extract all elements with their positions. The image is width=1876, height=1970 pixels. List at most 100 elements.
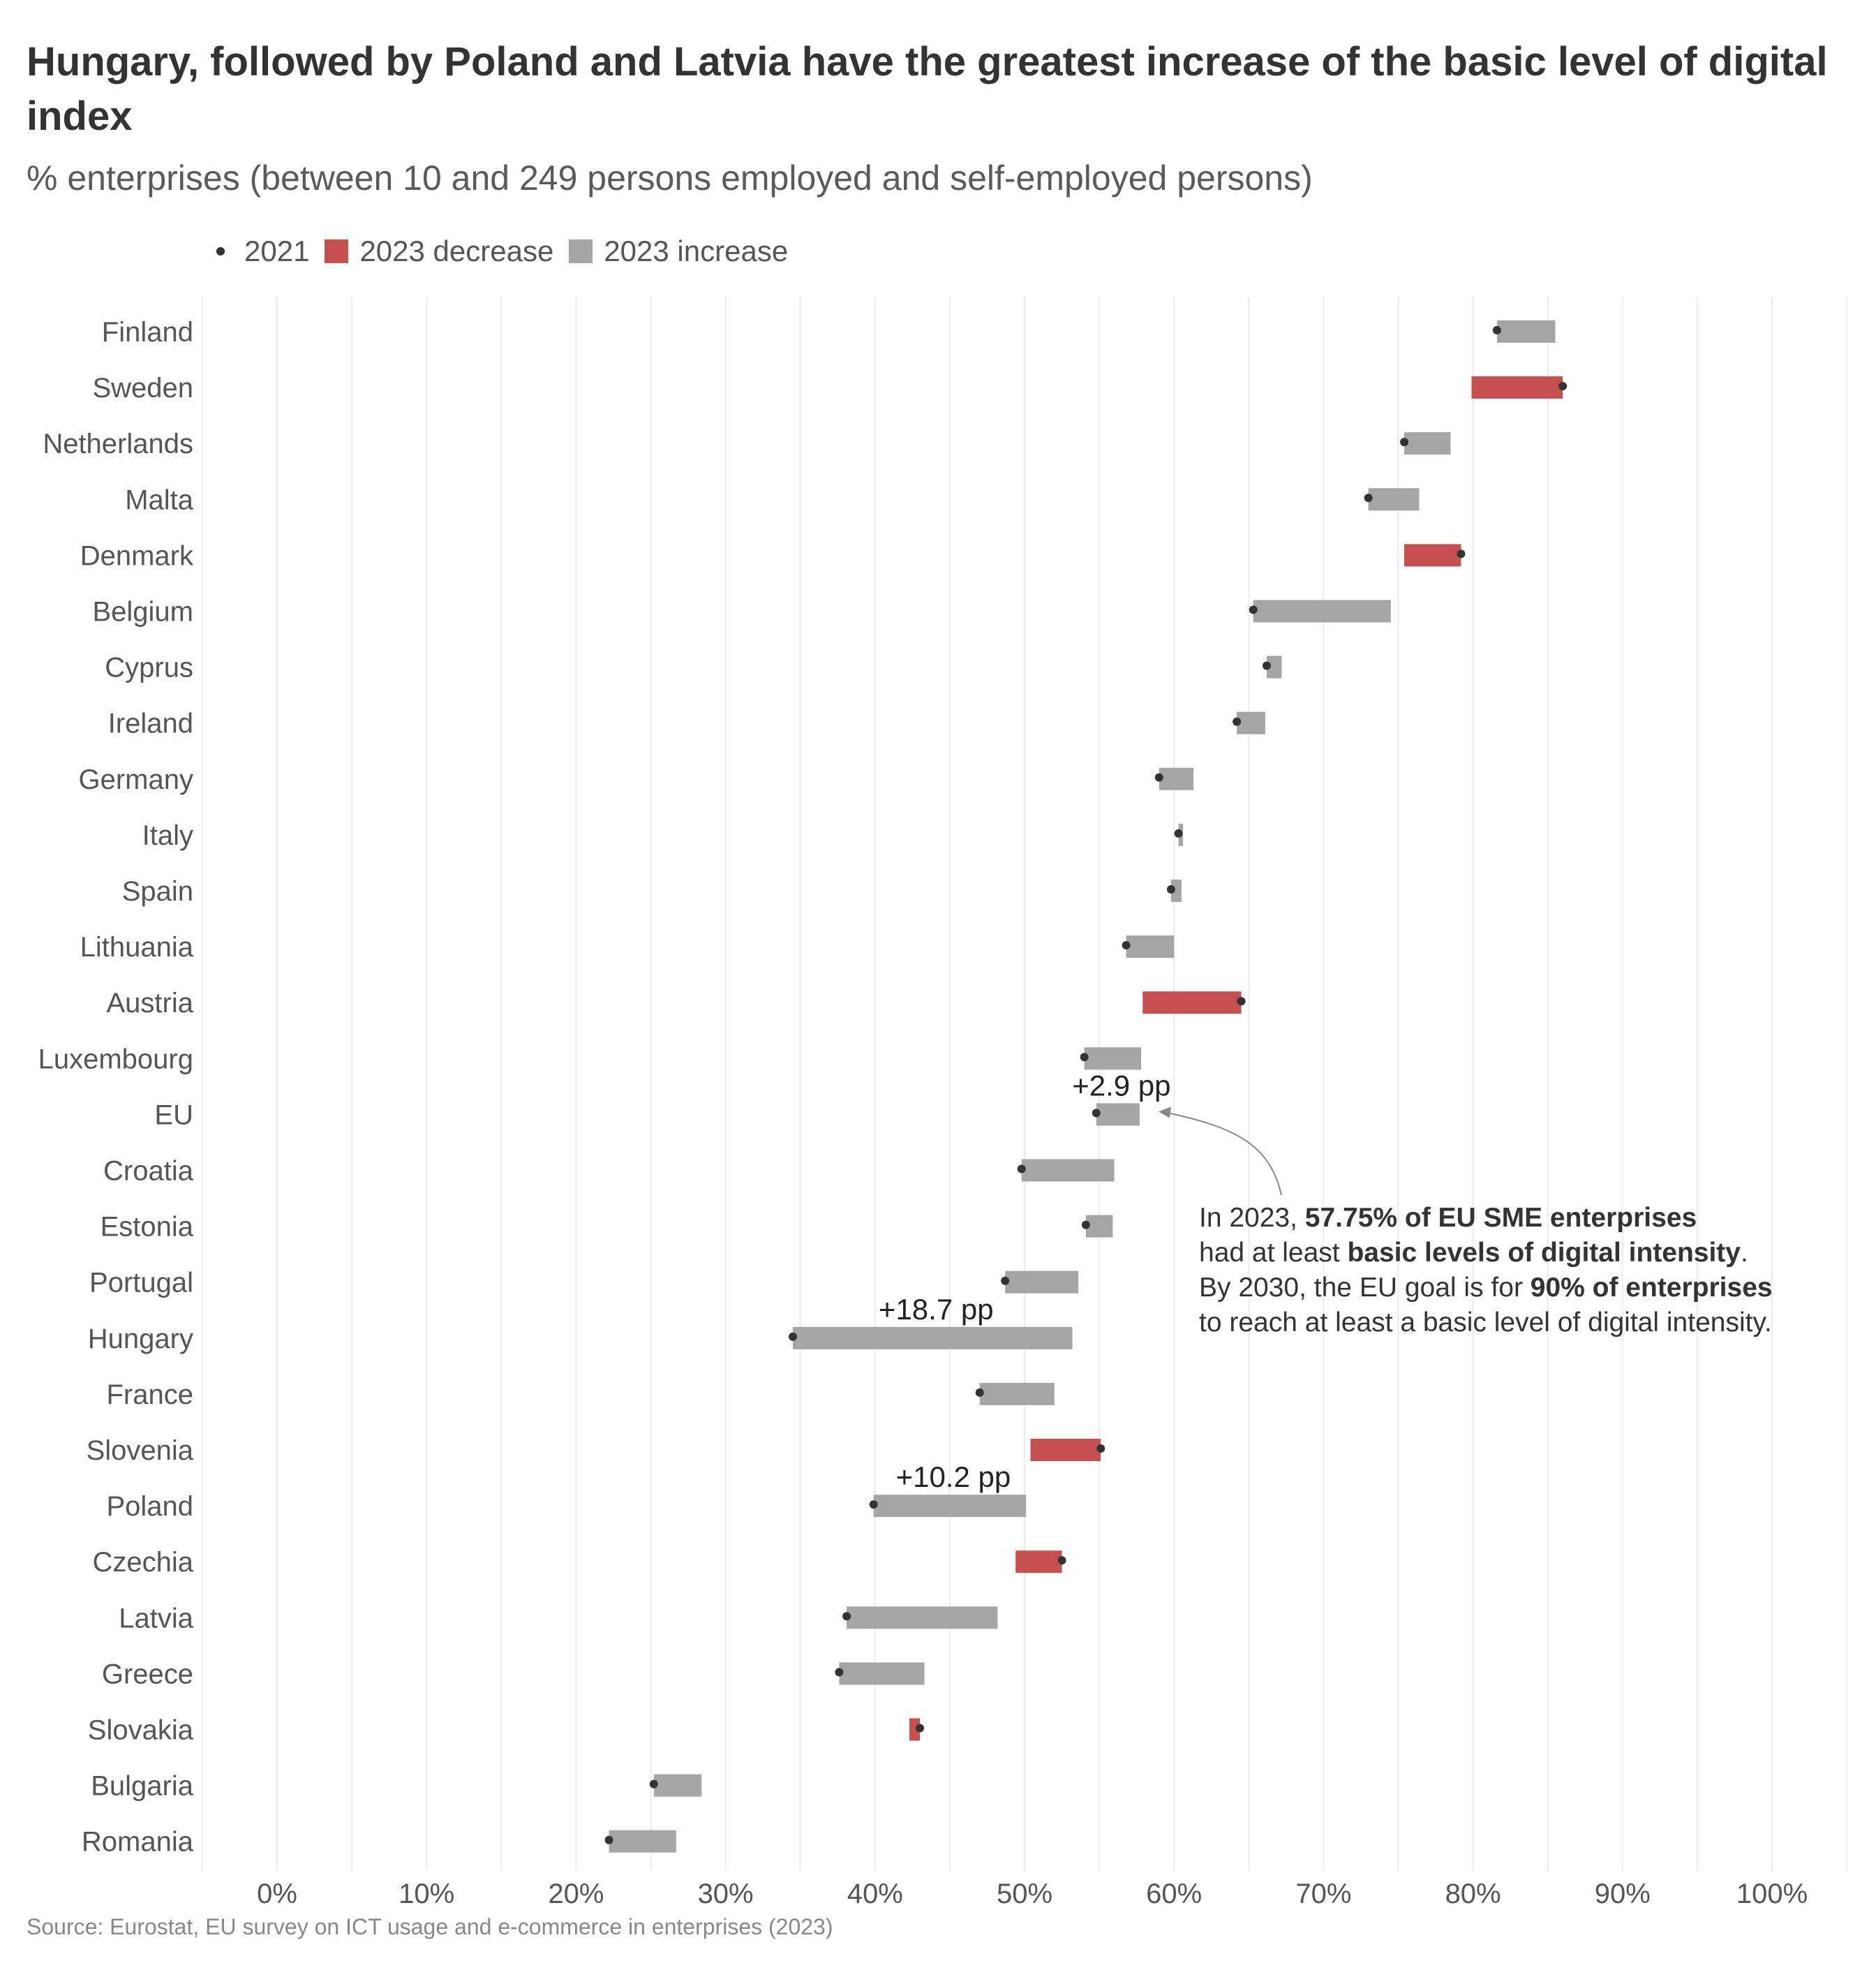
bar-slovakia: [909, 1718, 921, 1741]
category-label: Lithuania: [80, 932, 194, 963]
bar-finland: [1496, 320, 1556, 343]
bar-portugal: [1005, 1271, 1079, 1294]
dot-layer: [604, 326, 1568, 1844]
bar-luxembourg: [1084, 1047, 1142, 1070]
dot-2021-romania: [604, 1835, 613, 1844]
dot-2021-spain: [1166, 885, 1175, 894]
bar-germany: [1159, 767, 1194, 790]
category-label: Slovenia: [87, 1435, 194, 1466]
annotation-layer: +2.9 pp +18.7 pp +10.2 pp: [879, 1069, 1282, 1493]
x-tick-label: 10%: [399, 1879, 454, 1909]
dot-2021-croatia: [1017, 1164, 1026, 1173]
category-label: France: [107, 1379, 194, 1410]
category-label: Austria: [107, 988, 194, 1019]
category-label: Poland: [106, 1491, 193, 1522]
annotation-label: +18.7 pp: [879, 1293, 994, 1326]
bar-cyprus: [1267, 656, 1282, 679]
dot-2021-eu: [1092, 1109, 1101, 1118]
dot-2021-belgium: [1249, 605, 1258, 614]
dot-2021-greece: [835, 1668, 844, 1677]
bar-spain: [1170, 880, 1182, 902]
bar-czechia: [1015, 1550, 1062, 1573]
category-label: Ireland: [108, 709, 193, 739]
bar-romania: [609, 1830, 676, 1853]
legend-label-2021: 2021: [244, 235, 310, 267]
legend-increase-swatch-icon: [569, 239, 593, 263]
arrow-head-icon: [1158, 1106, 1171, 1118]
note-text: In 2023,: [1199, 1203, 1305, 1233]
grid-layer: [201, 297, 1848, 1871]
chart-subtitle: % enterprises (between 10 and 249 person…: [27, 158, 1313, 198]
note-bold-text: 90% of enterprises: [1530, 1273, 1773, 1303]
note-line-1: In 2023, 57.75% of EU SME enterprises: [1199, 1201, 1773, 1236]
x-tick-label: 40%: [847, 1879, 903, 1909]
category-label: Italy: [142, 820, 193, 851]
legend-decrease-swatch-icon: [325, 239, 349, 263]
bar-hungary: [792, 1326, 1073, 1349]
bar-bulgaria: [653, 1774, 702, 1797]
x-tick-label: 80%: [1445, 1879, 1501, 1909]
legend-item-2021: 2021: [216, 235, 309, 268]
bar-estonia: [1085, 1215, 1113, 1238]
bar-slovenia: [1030, 1439, 1101, 1461]
category-label: Latvia: [119, 1603, 193, 1634]
category-label: Spain: [122, 876, 193, 907]
bar-malta: [1368, 488, 1420, 511]
dot-2021-germany: [1154, 773, 1163, 782]
dot-2021-bulgaria: [649, 1779, 658, 1788]
bar-netherlands: [1404, 432, 1451, 455]
category-label: Cyprus: [105, 653, 193, 683]
bar-croatia: [1021, 1159, 1115, 1182]
bar-greece: [839, 1662, 925, 1685]
chart-title: Hungary, followed by Poland and Latvia h…: [27, 39, 1828, 139]
x-tick-label: 70%: [1295, 1879, 1351, 1909]
bar-sweden: [1471, 376, 1563, 399]
dot-2021-ireland: [1233, 717, 1242, 726]
annotation-arrow: [1168, 1112, 1282, 1196]
eu-goal-note: In 2023, 57.75% of EU SME enterprises ha…: [1199, 1201, 1773, 1340]
category-label: Slovakia: [88, 1715, 194, 1746]
note-line-2: had at least basic levels of digital int…: [1199, 1236, 1773, 1271]
category-label: Estonia: [100, 1212, 194, 1243]
dot-2021-sweden: [1558, 382, 1568, 391]
x-tick-label: 20%: [548, 1879, 604, 1909]
annotation-label: +2.9 pp: [1072, 1069, 1170, 1102]
dot-2021-czechia: [1057, 1556, 1066, 1565]
dot-2021-latvia: [842, 1612, 851, 1621]
x-tick-label: 100%: [1736, 1879, 1808, 1909]
legend-label-decrease: 2023 decrease: [359, 235, 554, 267]
category-label: Croatia: [103, 1156, 194, 1187]
bar-denmark: [1404, 544, 1461, 567]
bar-ireland: [1237, 711, 1265, 734]
category-label: Germany: [79, 764, 194, 795]
category-label: Finland: [102, 317, 193, 348]
bar-poland: [873, 1495, 1027, 1518]
dot-2021-estonia: [1081, 1220, 1090, 1229]
dot-2021-netherlands: [1400, 438, 1409, 447]
legend-label-increase: 2023 increase: [604, 235, 789, 267]
dot-2021-portugal: [1001, 1276, 1010, 1285]
category-label: Belgium: [92, 597, 193, 628]
note-line-4: to reach at least a basic level of digit…: [1199, 1305, 1773, 1340]
dot-2021-luxembourg: [1080, 1053, 1089, 1062]
annotation-label: +10.2 pp: [896, 1460, 1011, 1493]
category-label: Sweden: [92, 373, 193, 403]
bar-latvia: [847, 1606, 998, 1629]
bar-lithuania: [1126, 935, 1175, 958]
note-line-3: By 2030, the EU goal is for 90% of enter…: [1199, 1271, 1773, 1305]
category-label: Bulgaria: [91, 1771, 194, 1802]
dot-2021-malta: [1364, 494, 1373, 503]
dot-2021-lithuania: [1122, 941, 1131, 950]
legend: 2021 2023 decrease 2023 increase: [216, 232, 803, 271]
bar-france: [979, 1382, 1055, 1405]
category-label: Hungary: [88, 1324, 193, 1354]
category-label: Netherlands: [43, 429, 193, 459]
note-text: .: [1741, 1238, 1748, 1268]
x-tick-label: 0%: [257, 1879, 297, 1909]
note-bold-text: 57.75% of EU SME enterprises: [1304, 1203, 1697, 1233]
category-label: Czechia: [92, 1547, 193, 1578]
note-text: had at least: [1199, 1238, 1348, 1268]
legend-item-increase: 2023 increase: [569, 235, 788, 268]
dot-2021-italy: [1174, 829, 1183, 838]
